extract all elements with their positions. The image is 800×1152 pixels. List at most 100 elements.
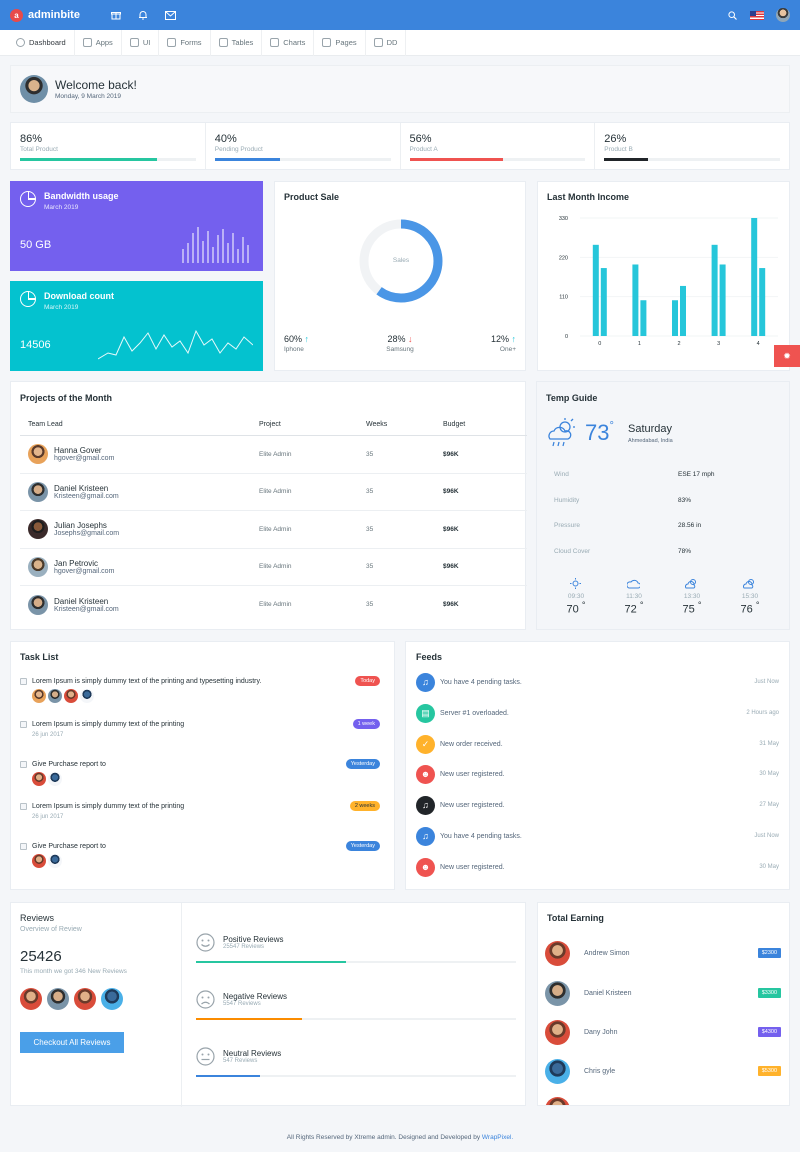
earning-row[interactable]: Dany John $4300 xyxy=(545,1019,781,1045)
mail-icon[interactable] xyxy=(164,9,176,21)
nav-item-tables[interactable]: Tables xyxy=(211,29,263,56)
person-email: hgover@gmail.com xyxy=(54,567,115,575)
weather-key: Pressure xyxy=(554,522,581,530)
nav-item-dashboard[interactable]: Dashboard xyxy=(8,29,75,56)
table-row[interactable]: Hanna Gover hgover@gmail.com Elite Admin … xyxy=(20,436,527,474)
weather-key: Humidity xyxy=(554,496,580,504)
earning-row[interactable]: Daniel Kristeen $3300 xyxy=(545,980,781,1006)
logo[interactable]: a adminbite xyxy=(10,8,102,22)
forecast-item: 13:30 75 ° xyxy=(683,578,702,616)
nav-item-dd[interactable]: DD xyxy=(366,29,407,56)
weather-key: Wind xyxy=(554,471,569,479)
forms-icon xyxy=(167,38,177,47)
task-item: Give Purchase report to Yesterday xyxy=(20,759,380,786)
person-name: Hanna Gover xyxy=(54,446,102,456)
gift-icon[interactable] xyxy=(110,9,122,21)
partly-cloudy-icon xyxy=(685,579,697,589)
earning-row[interactable]: Chris gyle $5300 xyxy=(545,1058,781,1084)
table-row[interactable]: Jan Petrovic hgover@gmail.com Elite Admin… xyxy=(20,549,527,586)
person-name: Daniel Kristeen xyxy=(54,596,109,606)
avatar xyxy=(48,772,62,786)
settings-toggle[interactable]: ✹ xyxy=(774,345,800,367)
feed-item[interactable]: ♫ You have 4 pending tasks. Just Now xyxy=(416,826,779,846)
download-card: Download count March 2019 14506 xyxy=(10,281,263,371)
table-row[interactable]: Daniel Kristeen Kristeen@gmail.com Elite … xyxy=(20,586,527,624)
degree-symbol: ° xyxy=(639,600,644,610)
table-row[interactable]: Julian Josephs Josephs@gmail.com Elite Ad… xyxy=(20,511,527,549)
user-icon: ☻ xyxy=(416,857,435,877)
table-row[interactable]: Daniel Kristeen Kristeen@gmail.com Elite … xyxy=(20,474,527,511)
avatar xyxy=(545,1058,570,1084)
task-checkbox[interactable] xyxy=(20,802,27,810)
reviews-note: This month we got 346 New Reviews xyxy=(20,968,127,975)
nav-item-apps[interactable]: Apps xyxy=(75,29,122,56)
us-flag-icon[interactable] xyxy=(750,10,764,20)
task-badge: Today xyxy=(355,676,380,686)
server-icon: ▤ xyxy=(416,703,435,723)
nav-label: UI xyxy=(142,38,151,47)
sale-label: Samsung xyxy=(386,346,414,353)
forecast-item: 09:30 70 ° xyxy=(567,578,585,616)
avatar xyxy=(47,988,69,1010)
feed-text: New user registered. xyxy=(440,801,505,809)
review-count: 25547 Reviews xyxy=(223,944,265,950)
feed-item[interactable]: ♫ New user registered. 27 May xyxy=(416,795,779,815)
feed-time: 30 May xyxy=(759,864,779,870)
avatar xyxy=(28,444,48,465)
avatar xyxy=(48,689,62,703)
ui-icon xyxy=(129,38,139,47)
stats-row: 86% Total Product 40% Pending Product 56… xyxy=(10,122,790,170)
person-email: Kristeen@gmail.com xyxy=(54,492,119,500)
y-tick-label: 110 xyxy=(559,295,568,301)
task-checkbox[interactable] xyxy=(20,760,27,768)
project-cell: Elite Admin xyxy=(259,488,292,496)
progress-fill xyxy=(196,1075,260,1077)
person-email: Kristeen@gmail.com xyxy=(54,605,119,613)
user-avatar[interactable] xyxy=(776,8,790,22)
sale-value: 28% xyxy=(387,334,406,344)
bar xyxy=(632,264,639,336)
weeks-cell: 35 xyxy=(366,601,374,609)
sale-label: Iphone xyxy=(284,346,304,353)
feed-item[interactable]: ☻ New user registered. 30 May xyxy=(416,764,779,784)
task-item: Lorem Ipsum is simply dummy text of the … xyxy=(20,719,380,738)
topbar: a adminbite xyxy=(0,0,800,30)
avatar xyxy=(28,519,48,540)
earning-name: Chris gyle xyxy=(584,1067,616,1075)
nav-item-forms[interactable]: Forms xyxy=(159,29,211,56)
feed-item[interactable]: ♫ You have 4 pending tasks. Just Now xyxy=(416,672,779,692)
nav-item-charts[interactable]: Charts xyxy=(262,29,315,56)
avatar xyxy=(32,854,46,868)
checkout-reviews-button[interactable]: Checkout All Reviews xyxy=(20,1032,124,1053)
search-icon[interactable] xyxy=(726,9,738,21)
avatar xyxy=(28,556,48,577)
weather-value: 83% xyxy=(678,496,692,504)
degree-symbol: ° xyxy=(697,600,702,610)
task-checkbox[interactable] xyxy=(20,677,27,685)
task-checkbox[interactable] xyxy=(20,842,27,850)
stat-label: Product B xyxy=(604,146,633,153)
feed-item[interactable]: ▤ Server #1 overloaded. 2 Hours ago xyxy=(416,703,779,723)
earning-row[interactable]: Andrew Simon $2300 xyxy=(545,940,781,966)
welcome-card: Welcome back! Monday, 9 March 2019 xyxy=(10,65,790,113)
earning-name: Daniel Kristeen xyxy=(584,989,632,997)
feed-item[interactable]: ☻ New user registered. 30 May xyxy=(416,857,779,877)
task-checkbox[interactable] xyxy=(20,720,27,728)
person-name: Jan Petrovic xyxy=(54,558,99,568)
bell-icon[interactable] xyxy=(137,9,149,21)
task-item: Give Purchase report to Yesterday xyxy=(20,841,380,868)
feed-text: New user registered. xyxy=(440,770,505,778)
review-name: Positive Reviews xyxy=(223,935,284,944)
feed-item[interactable]: ✓ New order received. 31 May xyxy=(416,734,779,754)
bar xyxy=(680,285,686,336)
task-date: 26 jun 2017 xyxy=(32,732,64,738)
footer: All Rights Reserved by Xtreme admin. Des… xyxy=(0,1134,800,1141)
nav-item-ui[interactable]: UI xyxy=(122,29,160,56)
nav-label: Charts xyxy=(283,38,306,47)
column-header: Weeks xyxy=(366,421,388,428)
budget-cell: $96K xyxy=(443,601,459,609)
earning-row[interactable] xyxy=(545,1096,781,1105)
footer-link[interactable]: WrapPixel. xyxy=(481,1134,514,1141)
progress-fill xyxy=(604,158,649,161)
nav-item-pages[interactable]: Pages xyxy=(314,29,366,56)
